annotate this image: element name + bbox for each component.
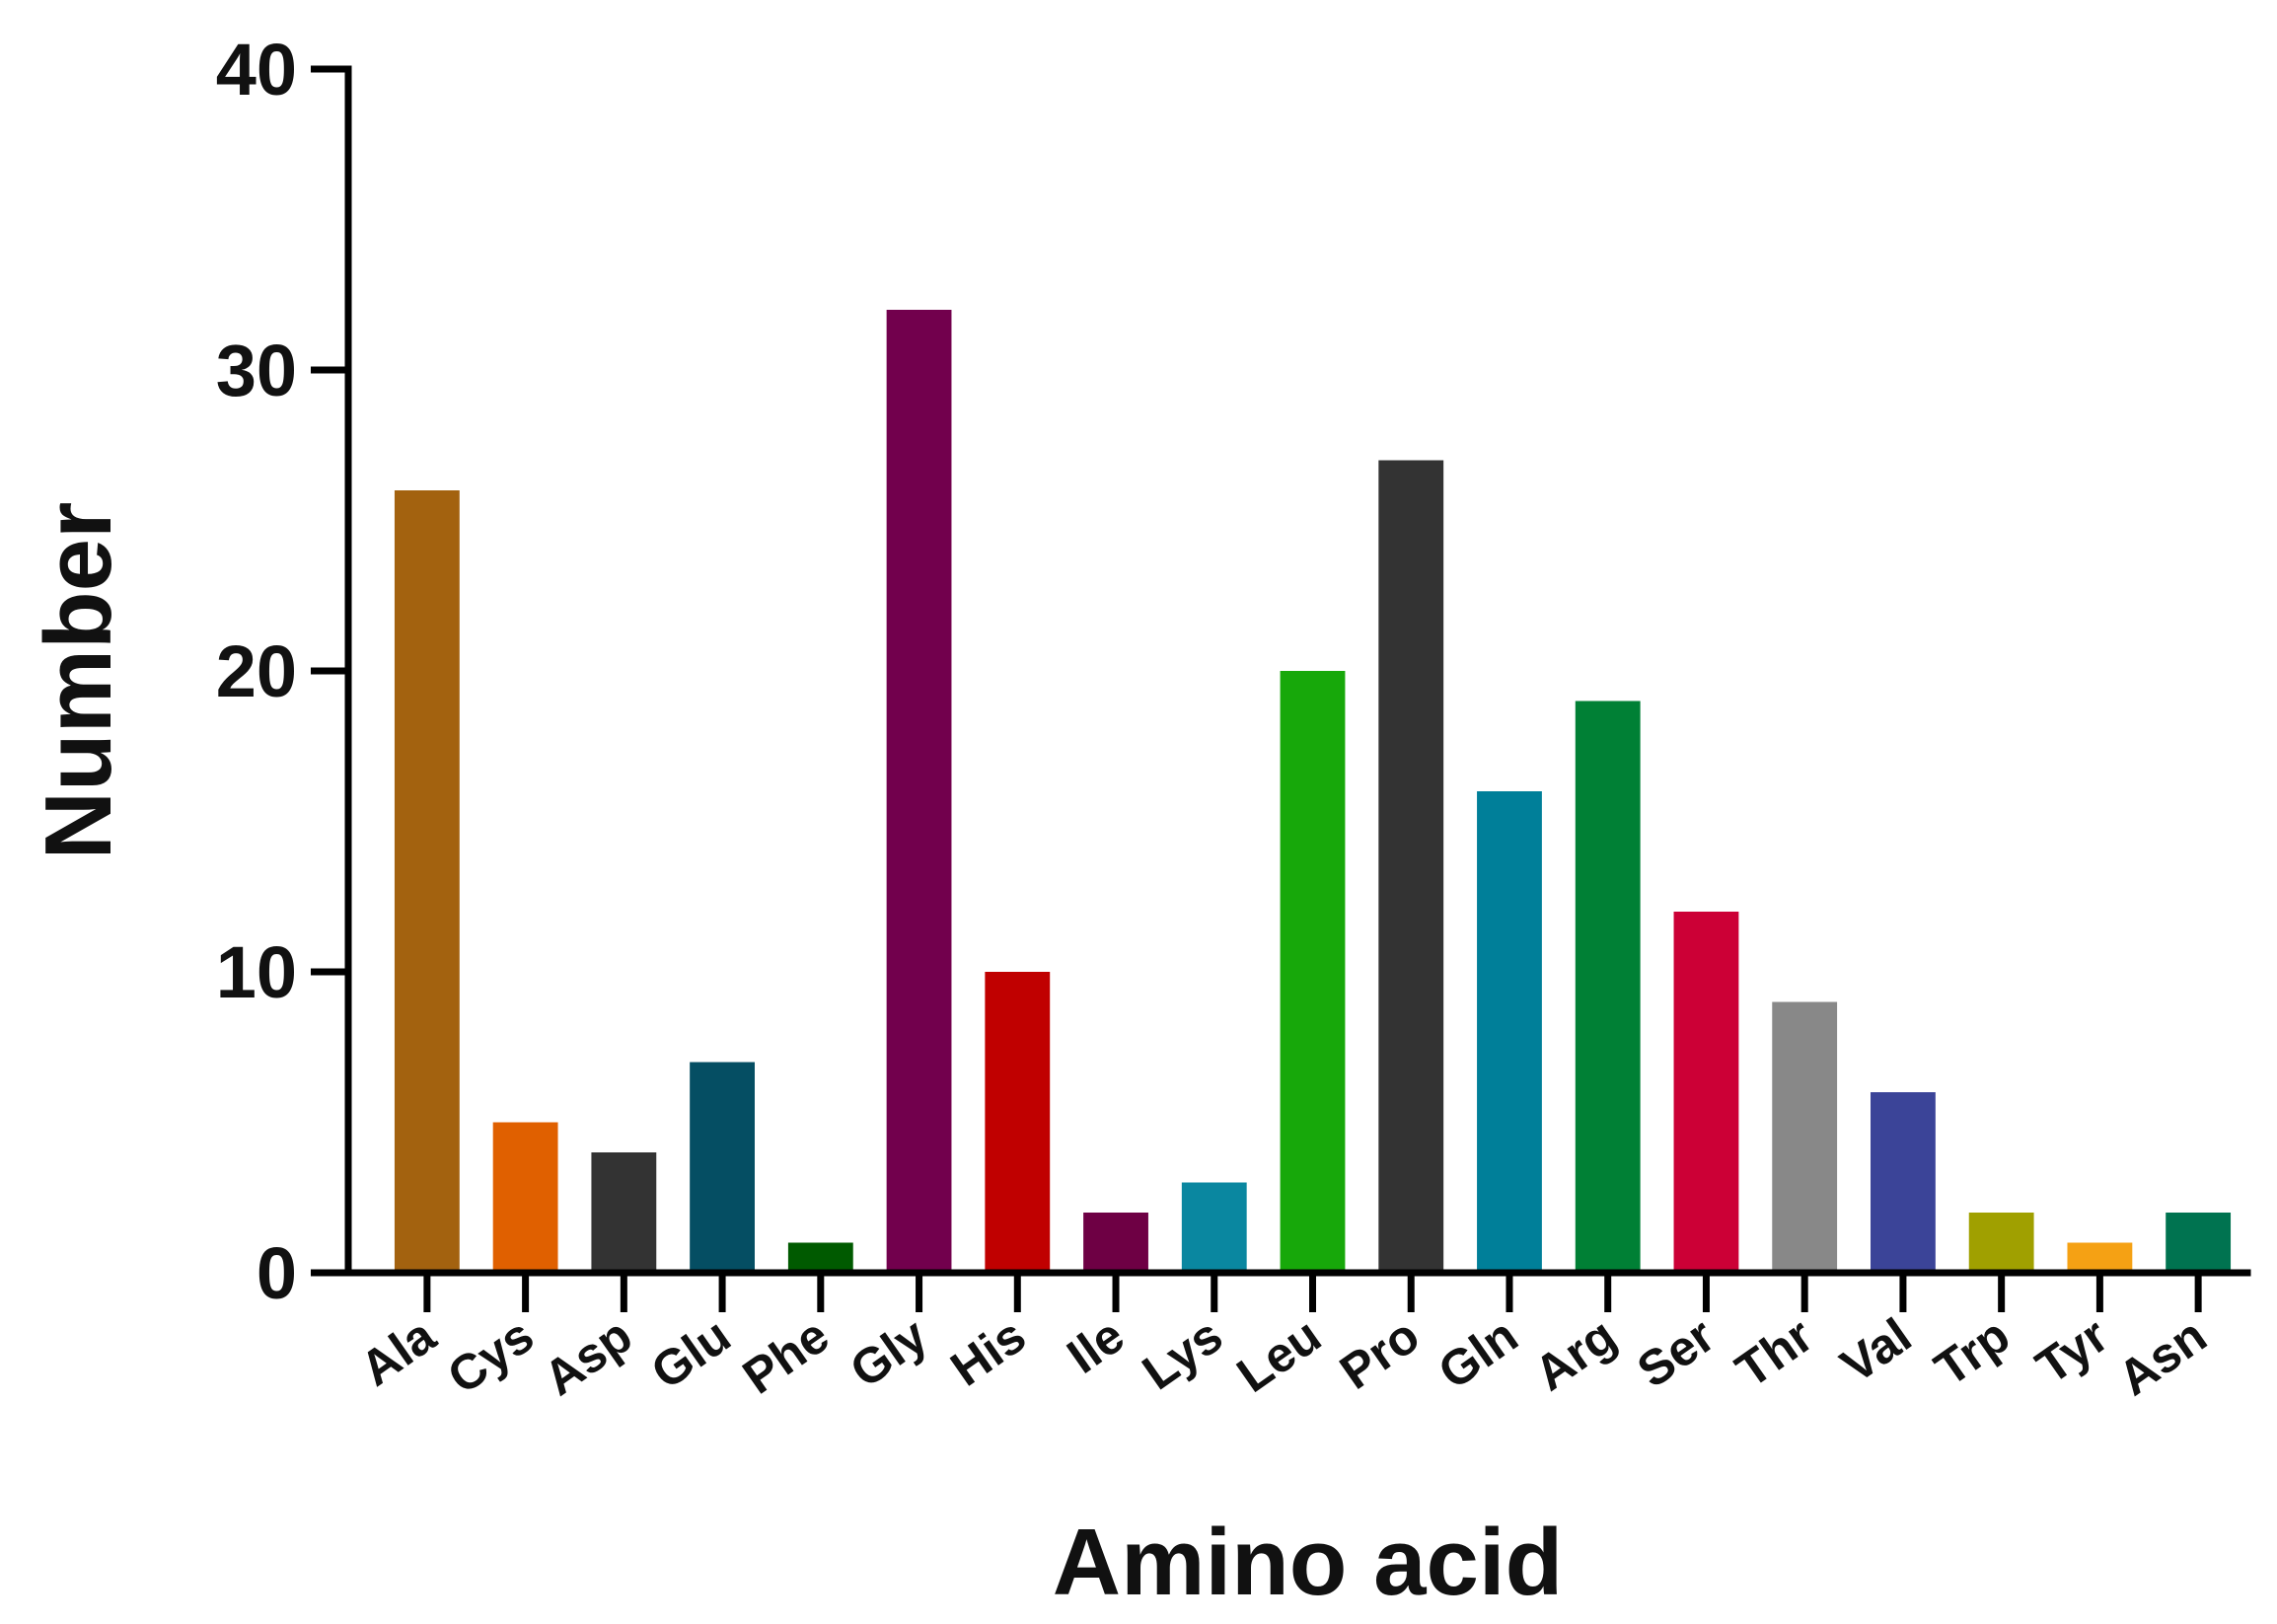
bar-trp — [1968, 1213, 2034, 1273]
y-axis-title: Number — [26, 502, 131, 860]
bar-arg — [1575, 701, 1641, 1273]
x-axis-title: Amino acid — [1053, 1510, 1563, 1615]
x-tick-label: Phe — [733, 1307, 839, 1404]
x-tick-label: Thr — [1726, 1307, 1822, 1398]
x-tick-label: Ser — [1628, 1307, 1725, 1398]
bar-asp — [591, 1152, 657, 1273]
x-tick-label: Glu — [641, 1307, 740, 1400]
x-tick-label: Gly — [841, 1307, 937, 1398]
x-tick-label: Tyr — [2026, 1307, 2118, 1394]
bar-pro — [1378, 460, 1444, 1273]
bar-gln — [1477, 791, 1542, 1273]
bar-ala — [394, 490, 460, 1273]
x-tick-label: Asn — [2108, 1307, 2217, 1406]
bar-ser — [1673, 912, 1739, 1273]
x-tick-label: Leu — [1227, 1307, 1331, 1403]
x-tick-label: Ala — [350, 1306, 446, 1396]
x-tick-label: Cys — [438, 1307, 544, 1404]
bar-val — [1871, 1092, 1936, 1273]
bar-leu — [1280, 671, 1346, 1273]
bar-lys — [1181, 1182, 1247, 1273]
bar-tyr — [2067, 1242, 2133, 1273]
x-tick-label: His — [941, 1307, 1036, 1397]
x-tick-label: Ile — [1058, 1307, 1135, 1384]
bar-phe — [787, 1242, 853, 1273]
y-tick-label: 30 — [216, 330, 297, 411]
x-tick-label: Arg — [1524, 1307, 1626, 1401]
bar-his — [985, 972, 1051, 1273]
bar-thr — [1772, 1001, 1838, 1273]
x-tick-label: Trp — [1925, 1307, 2020, 1396]
bar-cys — [492, 1122, 558, 1273]
y-tick-label: 20 — [216, 630, 297, 712]
y-tick-label: 10 — [216, 931, 297, 1013]
bar-asn — [2166, 1213, 2232, 1273]
bars-group — [394, 310, 2232, 1273]
x-tick-label: Lys — [1133, 1307, 1232, 1400]
bar-ile — [1083, 1213, 1148, 1273]
x-tick-label: Pro — [1330, 1307, 1429, 1400]
bar-gly — [886, 310, 952, 1273]
y-tick-label: 40 — [216, 29, 297, 111]
x-tick-label: Gln — [1429, 1307, 1527, 1400]
x-tick-label: Val — [1831, 1307, 1921, 1393]
y-ticks-group: 0 10 20 30 40 — [216, 29, 348, 1314]
x-tick-label: Asp — [534, 1307, 642, 1406]
y-tick-label: 0 — [257, 1232, 297, 1314]
bar-glu — [690, 1062, 755, 1273]
